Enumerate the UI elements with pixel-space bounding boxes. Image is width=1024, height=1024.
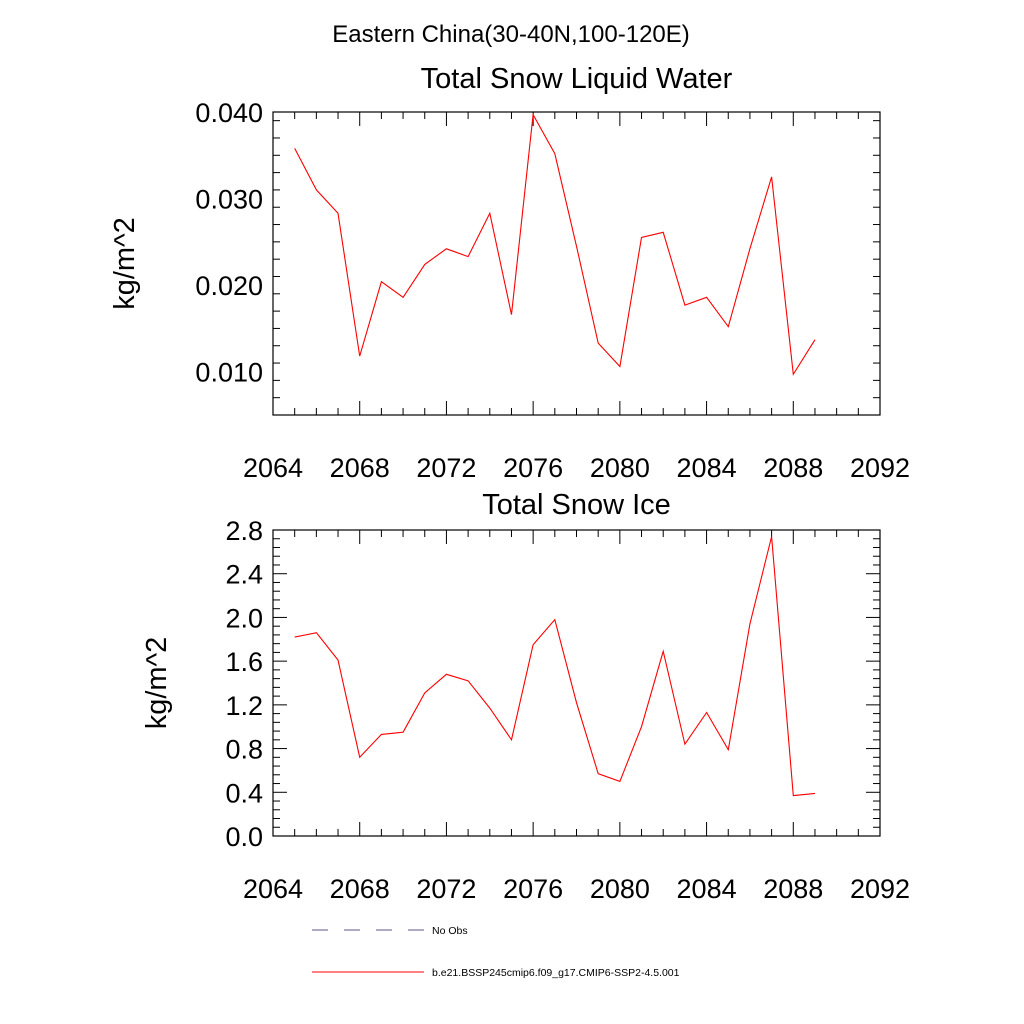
y-tick-label: 0.040 [195, 98, 263, 128]
y-tick-label: 2.4 [225, 560, 263, 590]
data-point [489, 708, 490, 709]
x-tick-label: 2080 [590, 874, 650, 904]
x-tick-label: 2064 [243, 453, 303, 483]
x-tick-label: 2068 [330, 453, 390, 483]
data-point [663, 232, 664, 233]
y-tick-label: 0.4 [225, 778, 263, 808]
data-point [771, 536, 772, 537]
x-tick-label: 2064 [243, 874, 303, 904]
data-point [359, 356, 360, 357]
data-point [684, 744, 685, 745]
y-axis-label: kg/m^2 [109, 217, 141, 310]
data-point [468, 256, 469, 257]
data-point [554, 619, 555, 620]
series-line [294, 536, 816, 797]
data-point [793, 795, 794, 796]
data-point [381, 734, 382, 735]
x-tick-label: 2088 [763, 453, 823, 483]
data-point [641, 726, 642, 727]
series-line [294, 112, 816, 376]
data-point [511, 739, 512, 740]
x-tick-label: 2076 [503, 453, 563, 483]
data-point [316, 189, 317, 190]
y-tick-label: 0.030 [195, 185, 263, 215]
y-tick-label: 1.2 [225, 691, 263, 721]
figure-title: Eastern China(30-40N,100-120E) [332, 21, 690, 48]
data-point [814, 793, 815, 794]
x-tick-label: 2076 [503, 874, 563, 904]
y-tick-label: 1.6 [225, 647, 263, 677]
data-point [598, 773, 599, 774]
x-tick-label: 2080 [590, 453, 650, 483]
legend-label: b.e21.BSSP245cmip6.f09_g17.CMIP6-SSP2-4.… [432, 967, 680, 979]
data-point [728, 749, 729, 750]
y-tick-label: 2.8 [225, 516, 263, 546]
data-point [424, 264, 425, 265]
data-point [402, 297, 403, 298]
y-tick-label: 0.8 [225, 735, 263, 765]
panel-snow-ice: 2064 2068 2072 2076 2080 2084 2088 2092 0.0 0.4 0.… [141, 489, 910, 904]
data-point [511, 314, 512, 315]
x-tick-label: 2092 [850, 453, 910, 483]
panel-snow-liquid-water: 2064 2068 2072 2076 2080 2084 2088 2092 0.010 0.0… [109, 63, 910, 483]
data-point [728, 326, 729, 327]
data-point [576, 702, 577, 703]
x-tick-label: 2084 [677, 453, 737, 483]
data-point [684, 304, 685, 305]
data-point [533, 114, 534, 115]
data-point [359, 757, 360, 758]
y-tick-label: 0.010 [195, 358, 263, 388]
data-point [294, 148, 295, 149]
data-point [706, 297, 707, 298]
data-point [619, 781, 620, 782]
data-point [468, 680, 469, 681]
x-tick-label: 2072 [416, 453, 476, 483]
data-point [706, 712, 707, 713]
legend: No Obs b.e21.BSSP245cmip6.f09_g17.CMIP6-S… [312, 925, 680, 979]
data-point [576, 246, 577, 247]
y-tick-label: 2.0 [225, 603, 263, 633]
data-point [402, 732, 403, 733]
data-point [337, 659, 338, 660]
panel-title: Total Snow Ice [482, 489, 671, 521]
data-point [446, 248, 447, 249]
x-tick-label: 2072 [416, 874, 476, 904]
data-point [641, 237, 642, 238]
legend-label: No Obs [432, 925, 468, 937]
panel-title: Total Snow Liquid Water [421, 63, 733, 95]
data-point [663, 651, 664, 652]
data-point [381, 281, 382, 282]
data-point [337, 213, 338, 214]
y-tick-label: 0.020 [195, 271, 263, 301]
data-point [749, 248, 750, 249]
y-axis-label: kg/m^2 [141, 637, 173, 730]
x-tick-label: 2084 [677, 874, 737, 904]
data-point [554, 153, 555, 154]
y-tick-label: 0.0 [225, 822, 263, 852]
data-point [749, 623, 750, 624]
x-tick-label: 2092 [850, 874, 910, 904]
data-point [598, 343, 599, 344]
data-point [316, 632, 317, 633]
data-point [793, 374, 794, 375]
data-point [446, 674, 447, 675]
x-tick-label: 2088 [763, 874, 823, 904]
data-point [533, 644, 534, 645]
data-point [814, 339, 815, 340]
data-point [619, 366, 620, 367]
data-point [424, 692, 425, 693]
data-point [294, 637, 295, 638]
data-point [489, 213, 490, 214]
data-point [771, 176, 772, 177]
x-tick-label: 2068 [330, 874, 390, 904]
